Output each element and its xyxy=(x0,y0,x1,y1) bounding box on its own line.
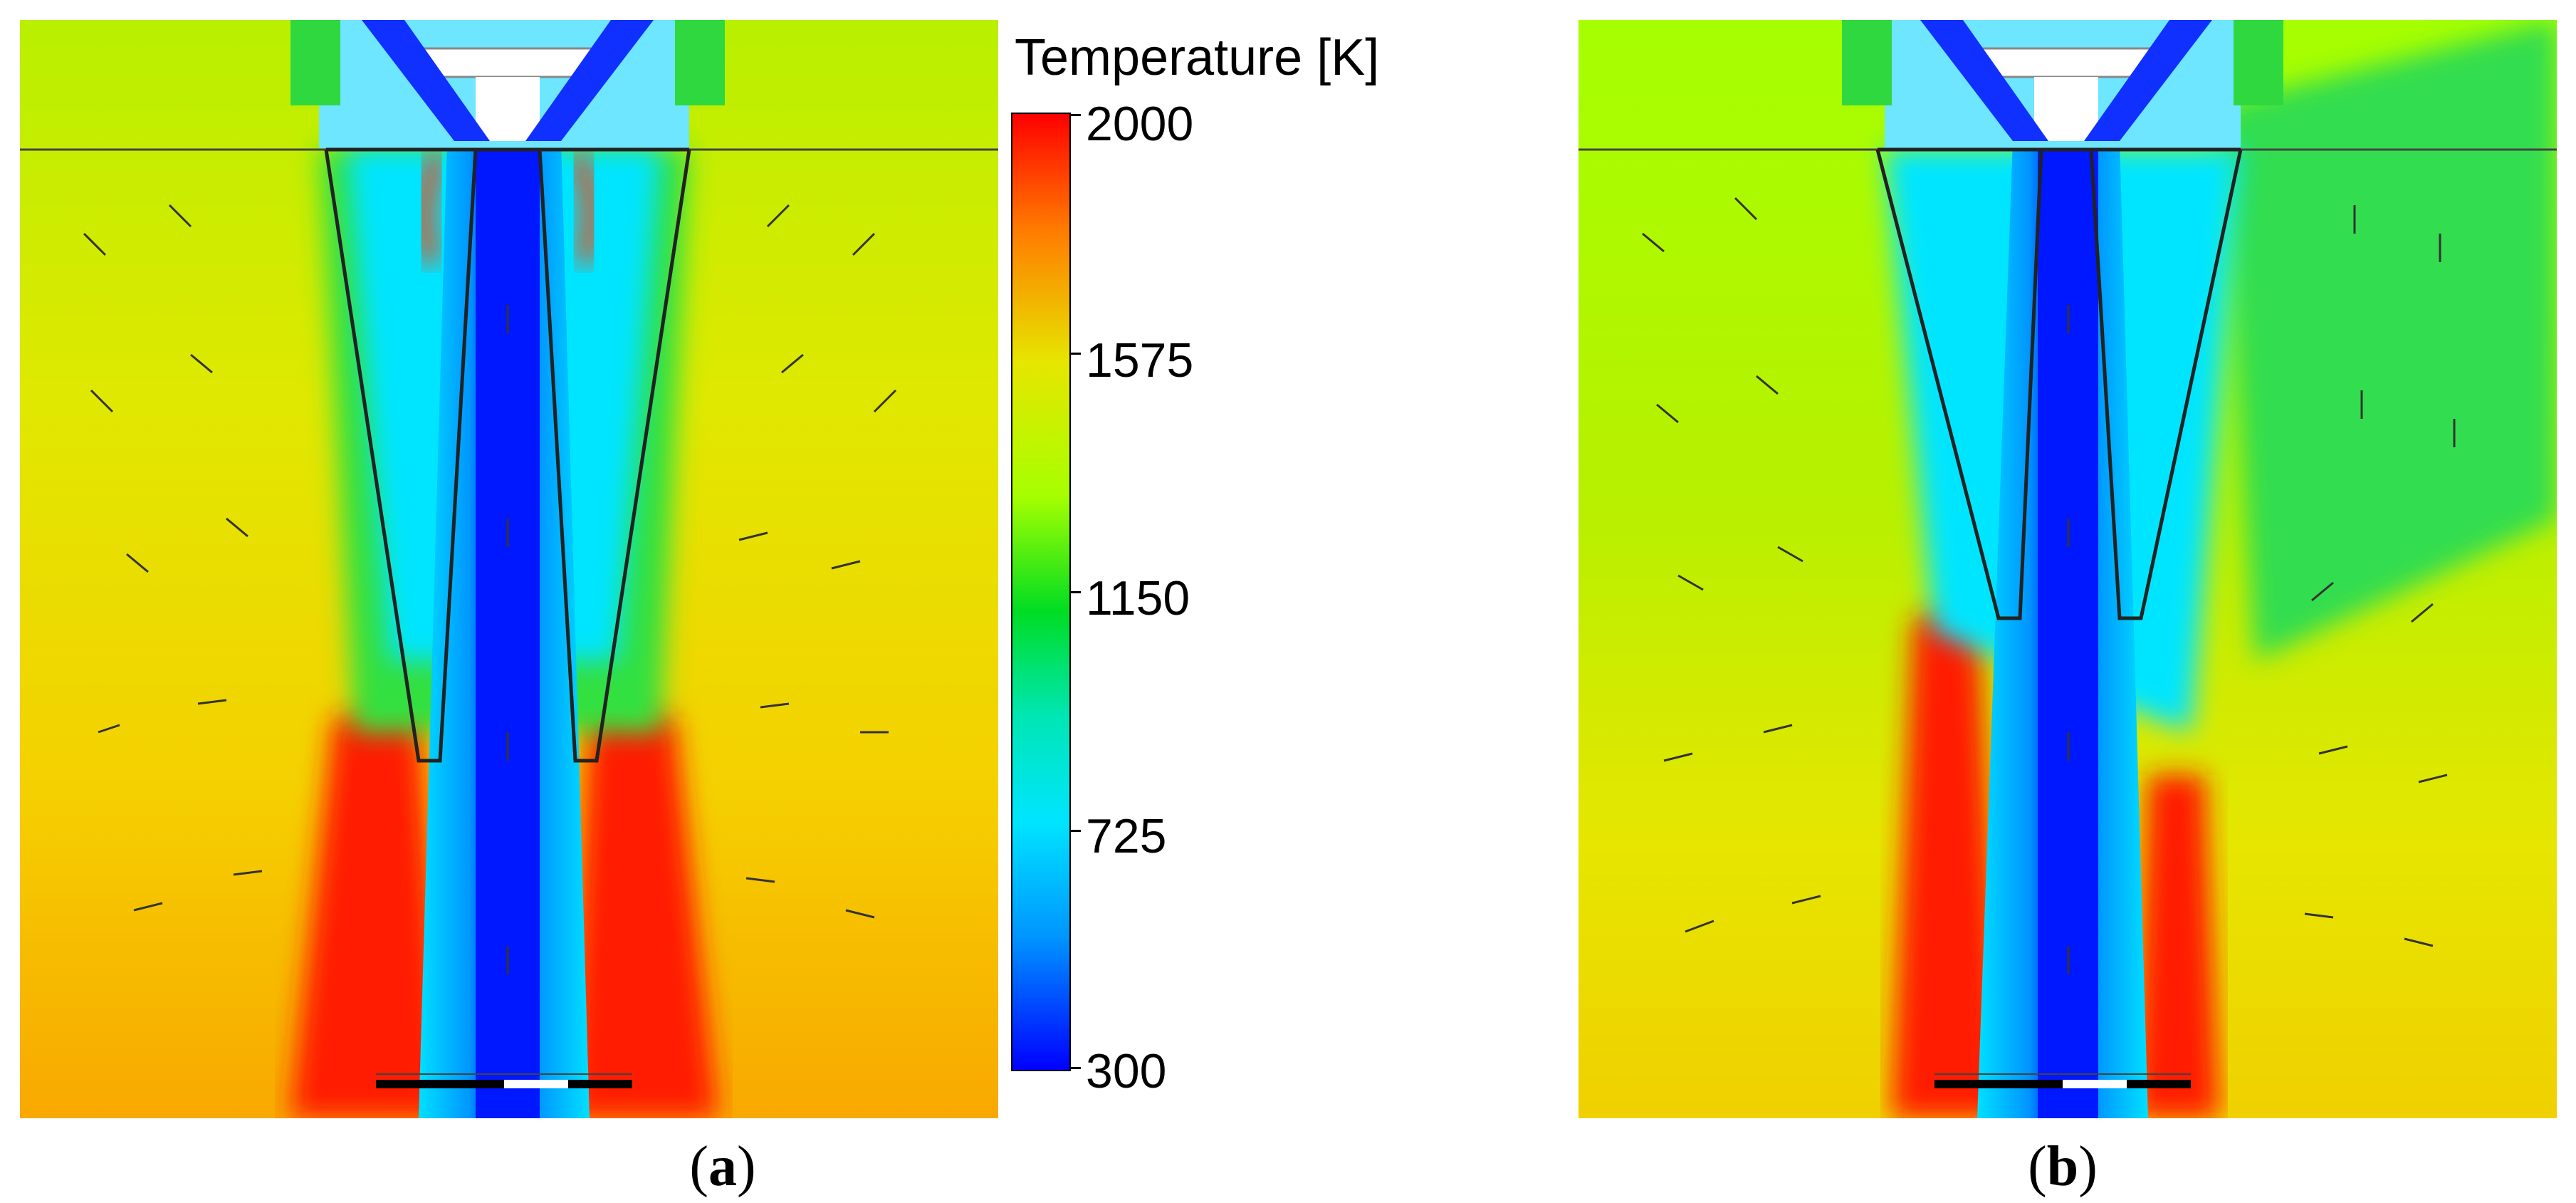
panel-caption-a: (a) xyxy=(689,1135,756,1198)
colorbar-tick-label: 1575 xyxy=(1086,333,1194,387)
colorbar-tick-label: 2000 xyxy=(1086,97,1194,151)
colorbar-tick-mark xyxy=(1069,114,1081,116)
colorbar-title: Temperature [K] xyxy=(1015,29,1380,86)
colorbar-tick-label: 1150 xyxy=(1086,571,1190,625)
colorbar xyxy=(1011,113,1071,1071)
colorbar-tick-mark xyxy=(1069,1067,1081,1069)
temperature-contour-panel-b xyxy=(1578,20,2557,1118)
colorbar-tick-label: 725 xyxy=(1086,809,1167,863)
colorbar-tick-mark xyxy=(1069,830,1081,832)
colorbar-tick-mark xyxy=(1069,353,1081,355)
colorbar-tick-label: 300 xyxy=(1086,1044,1167,1098)
temperature-contour-panel-a xyxy=(20,20,998,1118)
colorbar-tick-mark xyxy=(1069,591,1081,593)
panel-caption-b: (b) xyxy=(2028,1135,2098,1198)
